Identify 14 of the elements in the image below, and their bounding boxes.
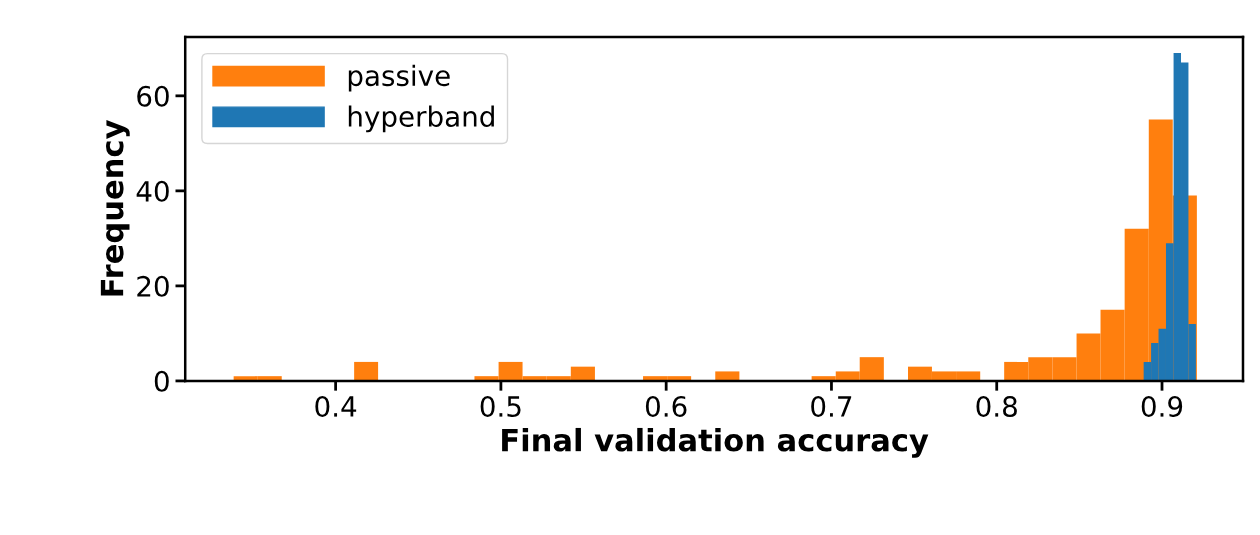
y-tick-label: 20: [137, 275, 169, 297]
x-tick-label: 0.5: [480, 395, 521, 418]
x-tick-label: 0.7: [811, 395, 852, 418]
legend-label: passive: [348, 64, 450, 92]
x-tick-label: 0.8: [976, 395, 1017, 418]
y-tick-label: 0: [154, 370, 169, 392]
x-tick-label: 0.9: [1141, 395, 1183, 418]
y-axis-title: Frequency: [100, 120, 130, 296]
y-tick-label: 40: [136, 180, 169, 202]
legend-label: hyperband: [348, 105, 494, 133]
x-tick-label: 0.4: [315, 395, 357, 418]
y-tick-label: 60: [137, 85, 169, 107]
x-axis-title: Final validation accuracy: [502, 427, 929, 458]
x-tick-label: 0.6: [645, 395, 687, 418]
